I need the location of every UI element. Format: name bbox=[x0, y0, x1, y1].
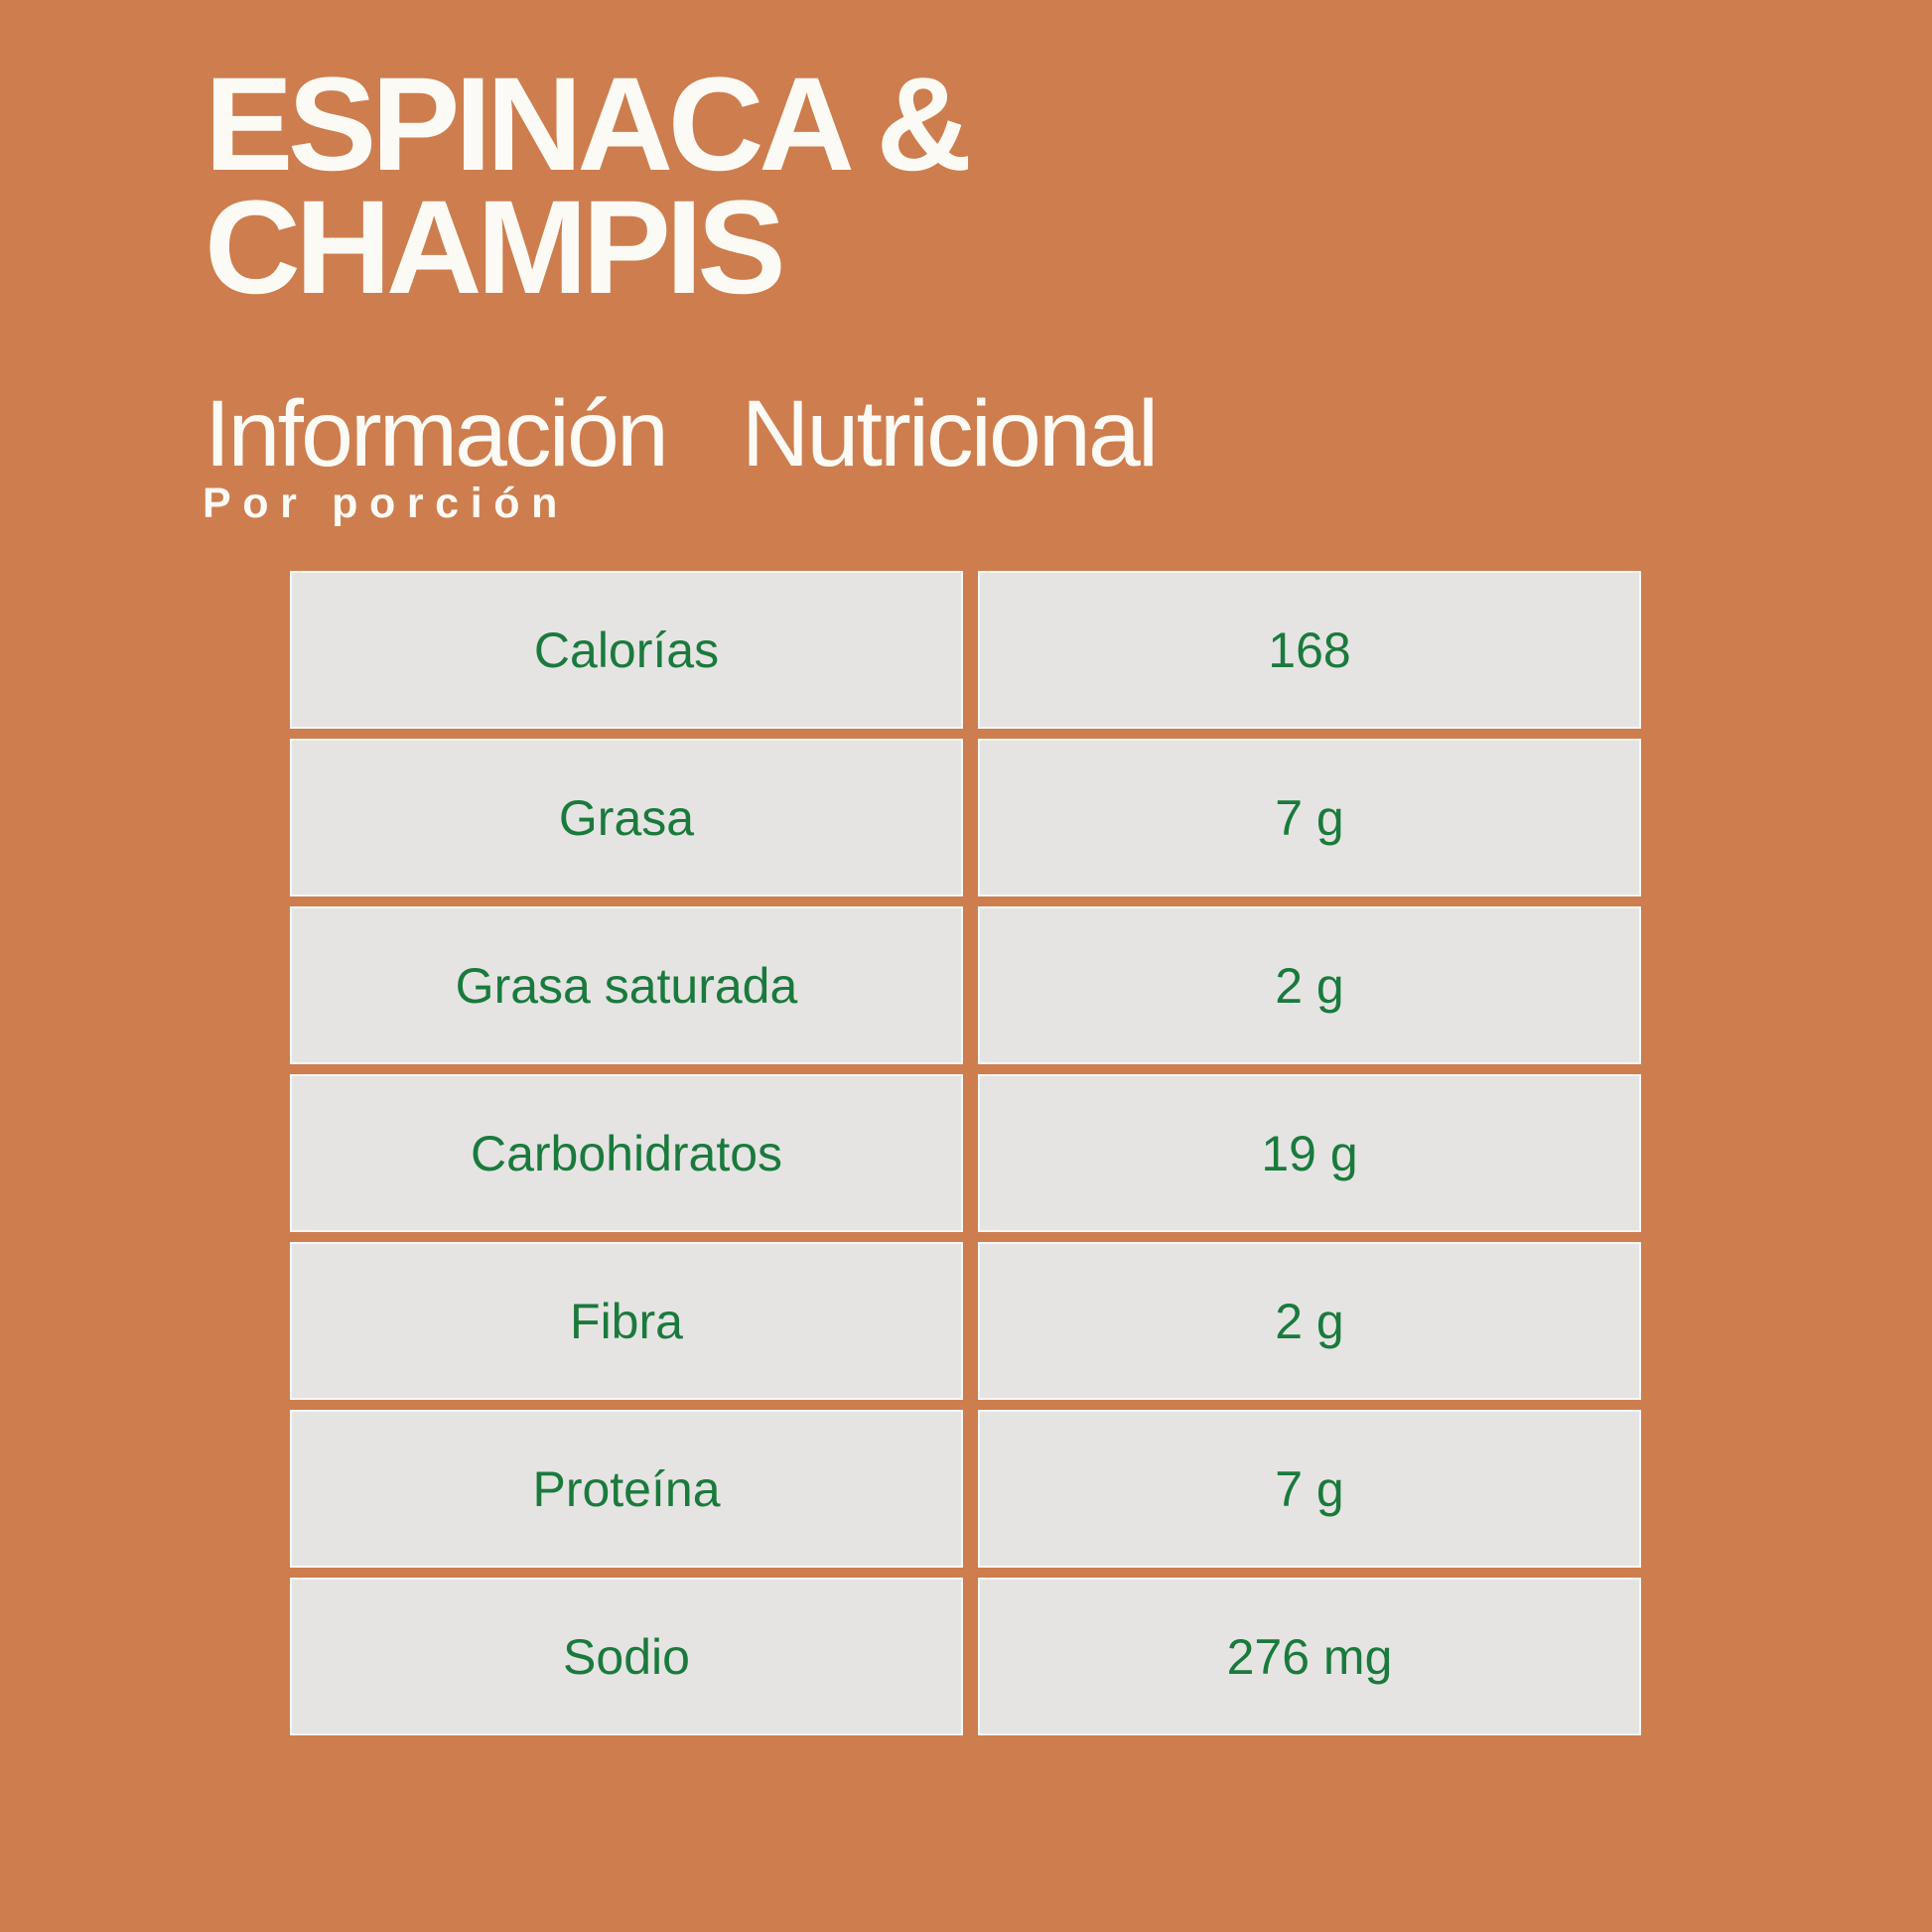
nutrient-value-cell: 7 g bbox=[978, 1410, 1641, 1568]
nutrient-label-cell: Proteína bbox=[290, 1410, 963, 1568]
nutrient-label-cell: Carbohidratos bbox=[290, 1074, 963, 1232]
section-subtitle: Información Nutricional bbox=[205, 381, 1159, 486]
nutrient-label-cell: Calorías bbox=[290, 571, 963, 729]
portion-label: Por porción bbox=[203, 480, 569, 527]
nutrient-label-cell: Grasa saturada bbox=[290, 906, 963, 1064]
nutrient-value-cell: 168 bbox=[978, 571, 1641, 729]
nutrient-label-cell: Fibra bbox=[290, 1242, 963, 1400]
nutrient-value-cell: 19 g bbox=[978, 1074, 1641, 1232]
nutrient-label-cell: Grasa bbox=[290, 739, 963, 897]
page-title: ESPINACA & CHAMPIS bbox=[205, 59, 972, 315]
nutrient-value-cell: 2 g bbox=[978, 906, 1641, 1064]
nutrient-value-cell: 276 mg bbox=[978, 1578, 1641, 1735]
nutrient-value-cell: 2 g bbox=[978, 1242, 1641, 1400]
nutrient-value-cell: 7 g bbox=[978, 739, 1641, 897]
page-title-line1: ESPINACA & bbox=[205, 51, 972, 199]
page-title-line2: CHAMPIS bbox=[205, 174, 786, 322]
nutrient-label-cell: Sodio bbox=[290, 1578, 963, 1735]
nutrition-table: Calorías 168 Grasa 7 g Grasa saturada 2 … bbox=[290, 571, 1641, 1735]
